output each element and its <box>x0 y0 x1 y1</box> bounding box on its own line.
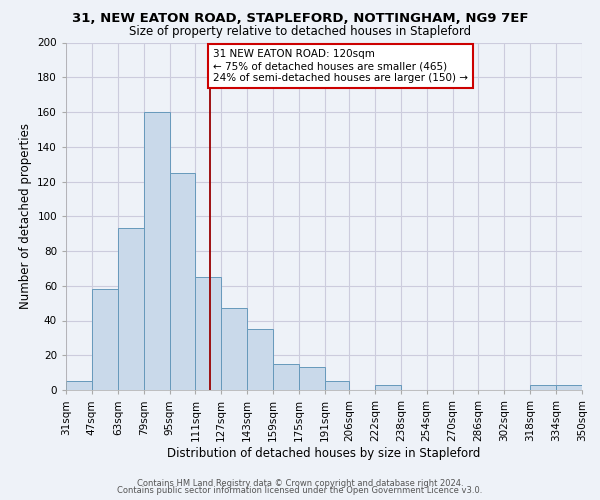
Bar <box>299 368 325 390</box>
Bar <box>221 308 247 390</box>
Bar <box>556 385 582 390</box>
Bar <box>196 277 221 390</box>
Bar <box>143 112 170 390</box>
Bar <box>375 385 401 390</box>
Text: 31 NEW EATON ROAD: 120sqm
← 75% of detached houses are smaller (465)
24% of semi: 31 NEW EATON ROAD: 120sqm ← 75% of detac… <box>213 50 468 82</box>
Bar <box>530 385 556 390</box>
Bar <box>92 289 118 390</box>
X-axis label: Distribution of detached houses by size in Stapleford: Distribution of detached houses by size … <box>167 446 481 460</box>
Text: Size of property relative to detached houses in Stapleford: Size of property relative to detached ho… <box>129 25 471 38</box>
Text: Contains public sector information licensed under the Open Government Licence v3: Contains public sector information licen… <box>118 486 482 495</box>
Bar <box>247 329 273 390</box>
Text: Contains HM Land Registry data © Crown copyright and database right 2024.: Contains HM Land Registry data © Crown c… <box>137 478 463 488</box>
Bar <box>66 382 92 390</box>
Bar <box>118 228 143 390</box>
Bar <box>170 173 196 390</box>
Bar <box>273 364 299 390</box>
Text: 31, NEW EATON ROAD, STAPLEFORD, NOTTINGHAM, NG9 7EF: 31, NEW EATON ROAD, STAPLEFORD, NOTTINGH… <box>72 12 528 26</box>
Bar <box>325 382 349 390</box>
Y-axis label: Number of detached properties: Number of detached properties <box>19 123 32 309</box>
